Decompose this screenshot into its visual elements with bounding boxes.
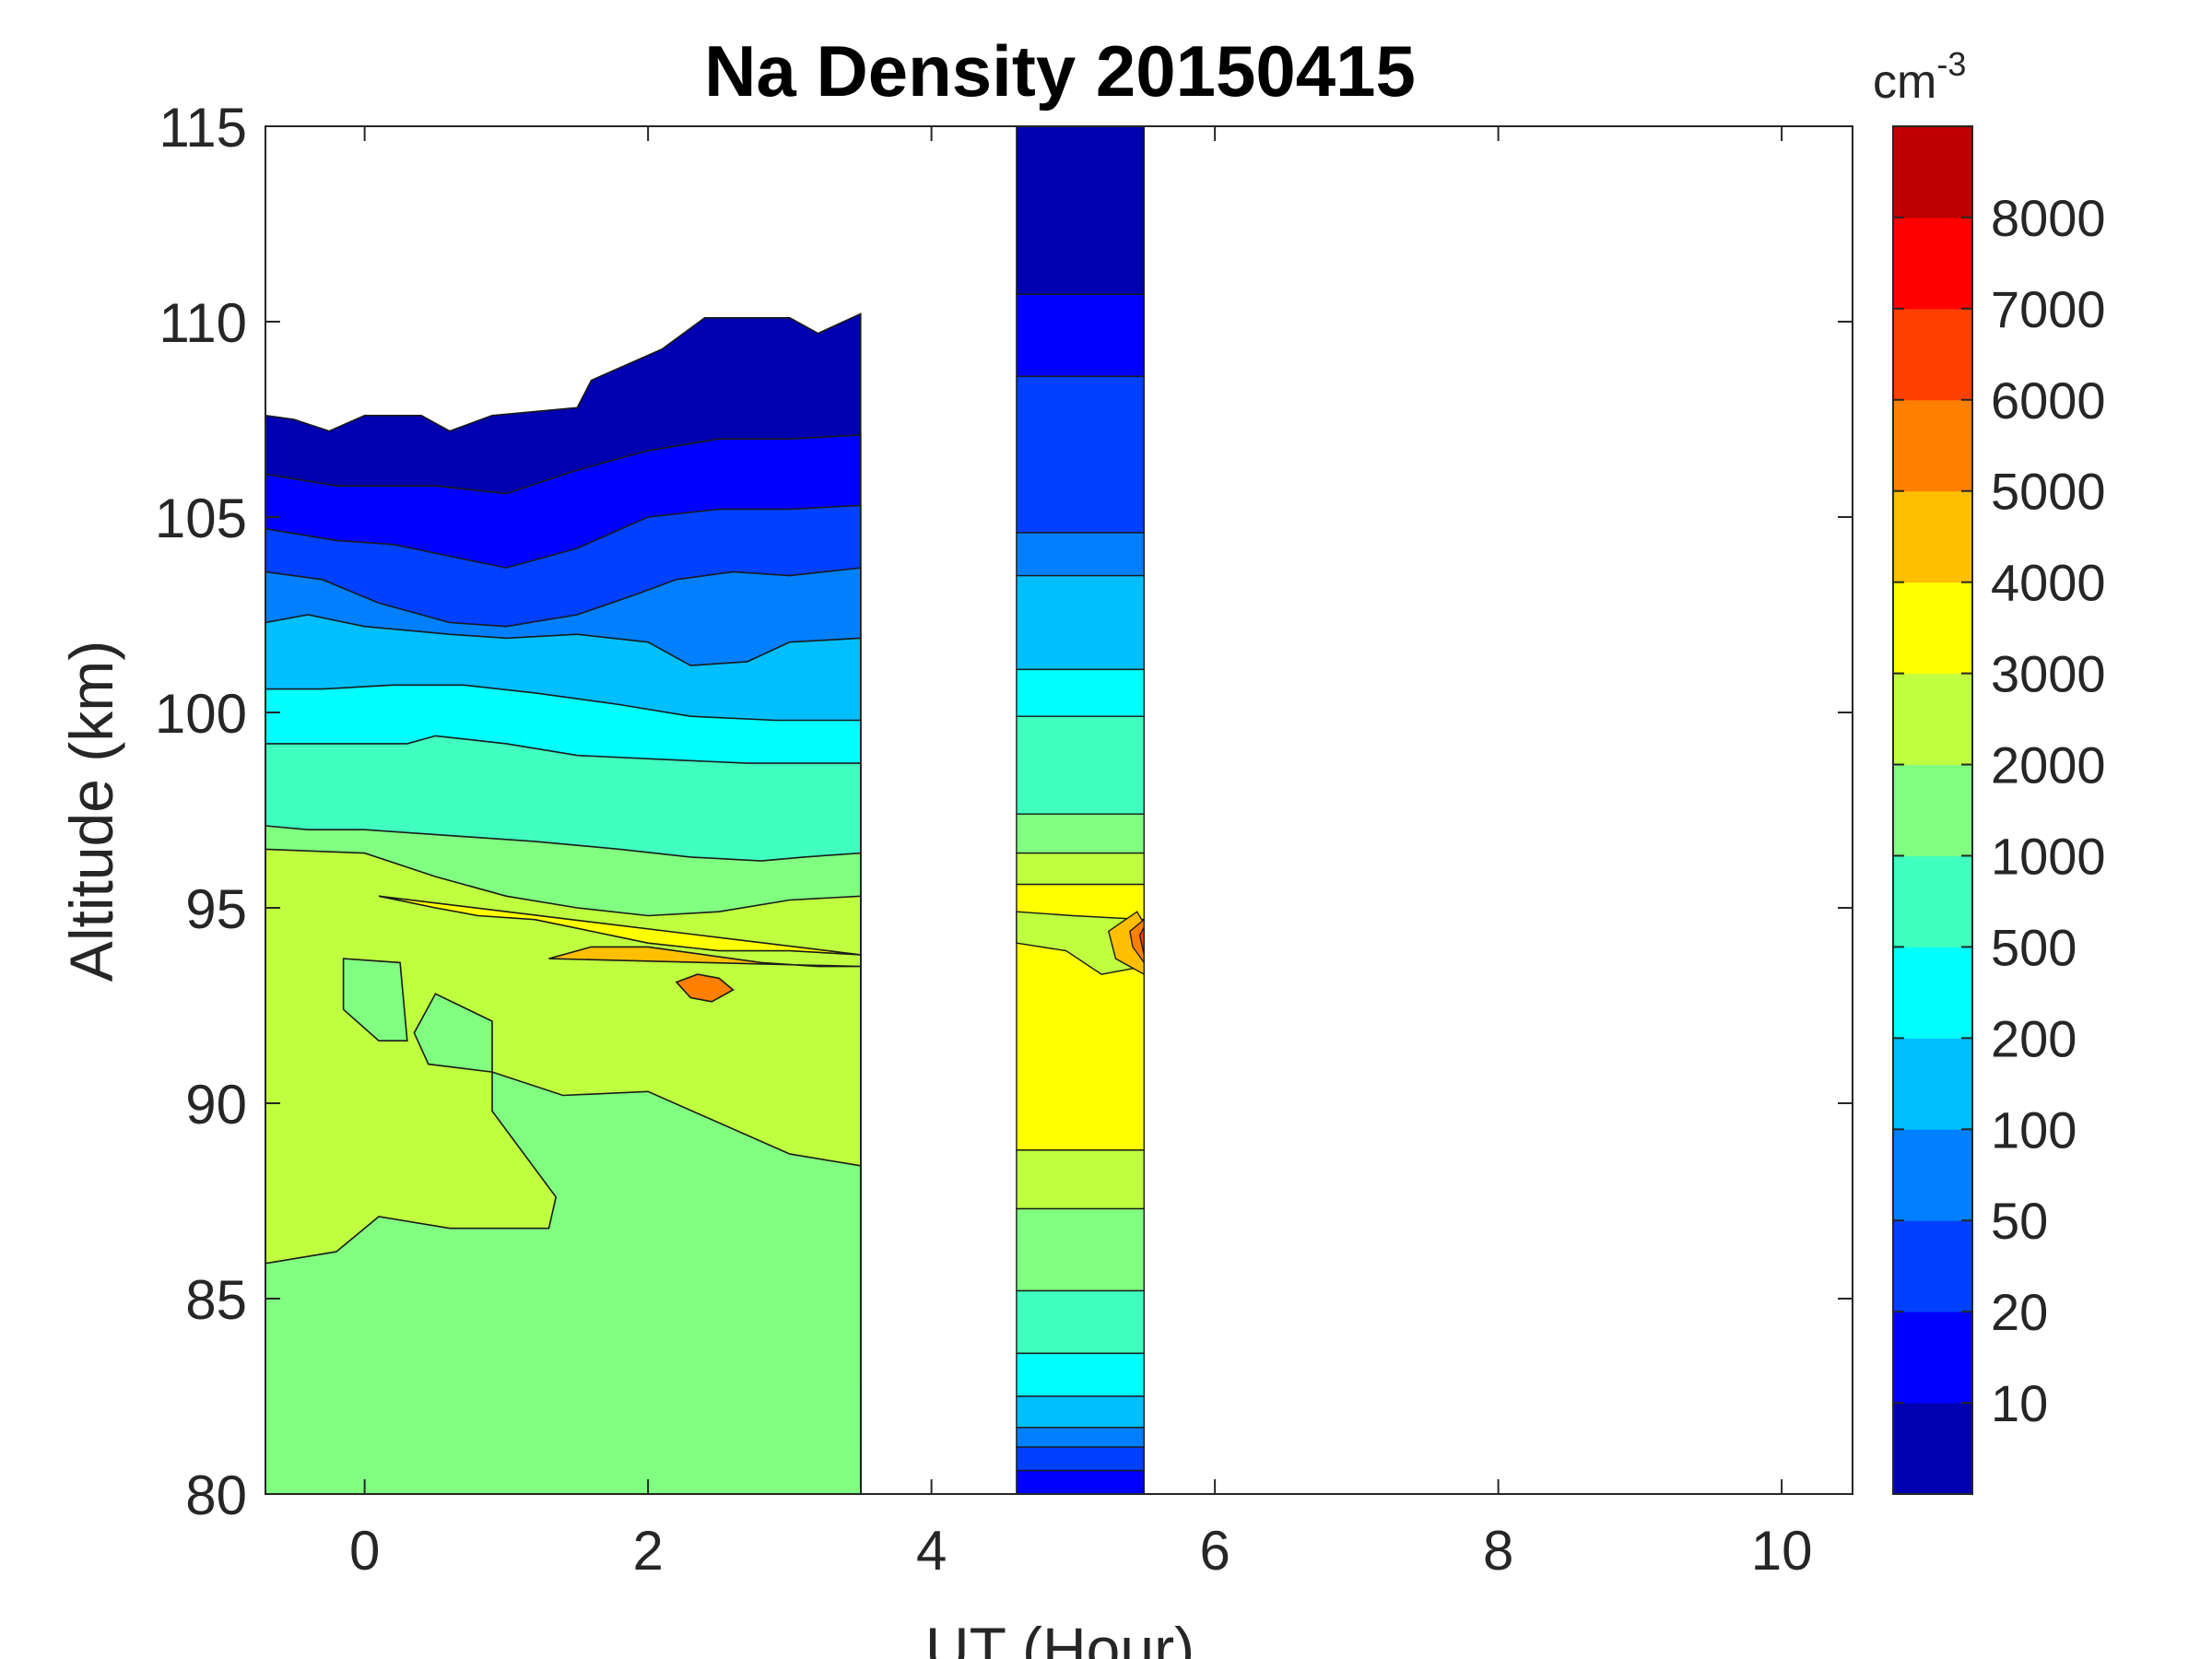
- y-axis-label: Altitude (km): [57, 641, 125, 982]
- colorbar-swatch-2: [1893, 1312, 1972, 1404]
- block2-layer-2: [1016, 293, 1146, 377]
- colorbar-label-3000: 3000: [1991, 645, 2106, 703]
- block2-layer-17: [1016, 1446, 1146, 1472]
- colorbar-swatch-1: [1893, 1403, 1972, 1495]
- block2-layer-18: [1016, 1469, 1146, 1494]
- x-tick-label-0: 0: [349, 1520, 380, 1582]
- block2-layer-11: [1016, 1149, 1146, 1210]
- x-tick-label-2: 2: [632, 1520, 663, 1582]
- block2-layer-3: [1016, 375, 1146, 534]
- colorbar: 10 20 50 100 200 500 1000 2000 3000 4000 5000 6000 7…: [1892, 125, 2106, 1495]
- y-tick-label-110: 110: [159, 292, 247, 354]
- colorbar-unit: cm-3: [1873, 45, 1966, 109]
- block2-layer-15: [1016, 1395, 1146, 1429]
- block2-layer-6: [1016, 668, 1146, 718]
- colorbar-swatch-10: [1893, 582, 1972, 675]
- colorbar-swatch-8: [1893, 764, 1972, 856]
- contour-band-11: [548, 946, 861, 968]
- colorbar-label-100: 100: [1991, 1100, 2077, 1159]
- colorbar-label-50: 50: [1991, 1192, 2048, 1250]
- colorbar-swatch-6: [1893, 947, 1972, 1039]
- colorbar-swatch-5: [1893, 1038, 1972, 1130]
- block2-layer-13: [1016, 1289, 1146, 1355]
- colorbar-unit-base: cm: [1873, 55, 1936, 109]
- colorbar-swatch-3: [1893, 1220, 1972, 1312]
- colorbar-frame: [1892, 125, 1973, 1495]
- x-tick-label-8: 8: [1483, 1520, 1513, 1582]
- block2-layer-12: [1016, 1207, 1146, 1292]
- y-axis: 80 85 90 95 100 105 110 115: [155, 97, 1853, 1526]
- y-tick-label-115: 115: [159, 97, 247, 159]
- colorbar-swatch-12: [1893, 399, 1972, 492]
- y-tick-label-90: 90: [185, 1074, 247, 1135]
- chart-title: Na Density 20150415: [704, 30, 1416, 112]
- colorbar-label-20: 20: [1991, 1283, 2048, 1341]
- peak-contour-2: [1129, 918, 1146, 965]
- colorbar-label-1000: 1000: [1991, 827, 2106, 885]
- colorbar-swatch-7: [1893, 855, 1972, 947]
- colorbar-swatch-13: [1893, 308, 1972, 401]
- y-tick-label-100: 100: [155, 683, 247, 745]
- colorbar-swatch-9: [1893, 673, 1972, 766]
- colorbar-label-500: 500: [1991, 918, 2077, 976]
- block2-layer-4: [1016, 532, 1146, 577]
- colorbar-swatch-14: [1893, 217, 1972, 310]
- colorbar-swatch-4: [1893, 1129, 1972, 1221]
- x-axis-label: UT (Hour): [925, 1615, 1194, 1659]
- colorbar-label-6000: 6000: [1991, 371, 2106, 429]
- colorbar-swatch-15: [1893, 126, 1972, 218]
- block2-layer-14: [1016, 1352, 1146, 1397]
- colorbar-label-2000: 2000: [1991, 736, 2106, 794]
- contour-band-10: [378, 895, 861, 956]
- block2-layer-5: [1016, 574, 1146, 671]
- density-highlights: [1016, 911, 1146, 976]
- block2-layer-7: [1016, 715, 1146, 815]
- colorbar-unit-exponent: -3: [1936, 45, 1966, 83]
- colorbar-label-200: 200: [1991, 1009, 2077, 1067]
- y-tick-label-105: 105: [155, 488, 247, 549]
- colorbar-swatch-11: [1893, 490, 1972, 583]
- peak-contour-3: [1138, 926, 1146, 956]
- y-tick-label-85: 85: [185, 1269, 247, 1331]
- x-tick-label-6: 6: [1199, 1520, 1230, 1582]
- block2-layer-16: [1016, 1427, 1146, 1448]
- colorbar-label-4000: 4000: [1991, 554, 2106, 612]
- plot-frame: [265, 125, 1853, 1495]
- x-tick-label-4: 4: [916, 1520, 947, 1582]
- y-tick-label-80: 80: [185, 1465, 247, 1526]
- colorbar-label-8000: 8000: [1991, 189, 2106, 247]
- block2-layer-1: [1016, 126, 1146, 296]
- x-axis: 0 2 4 6 8 10: [349, 126, 1813, 1582]
- y-tick-label-95: 95: [185, 878, 247, 940]
- colorbar-label-10: 10: [1991, 1374, 2048, 1432]
- contour-bands: [265, 126, 1146, 1494]
- block2-layer-8: [1016, 813, 1146, 854]
- green-pocket: [342, 958, 408, 1041]
- mid-green-region: [265, 993, 862, 1494]
- x-tick-label-10: 10: [1751, 1520, 1813, 1582]
- colorbar-label-7000: 7000: [1991, 280, 2106, 338]
- colorbar-label-5000: 5000: [1991, 463, 2106, 521]
- block2-layer-9: [1016, 852, 1146, 886]
- block2-pocket: [1016, 911, 1146, 975]
- contour-band-12: [675, 973, 735, 1003]
